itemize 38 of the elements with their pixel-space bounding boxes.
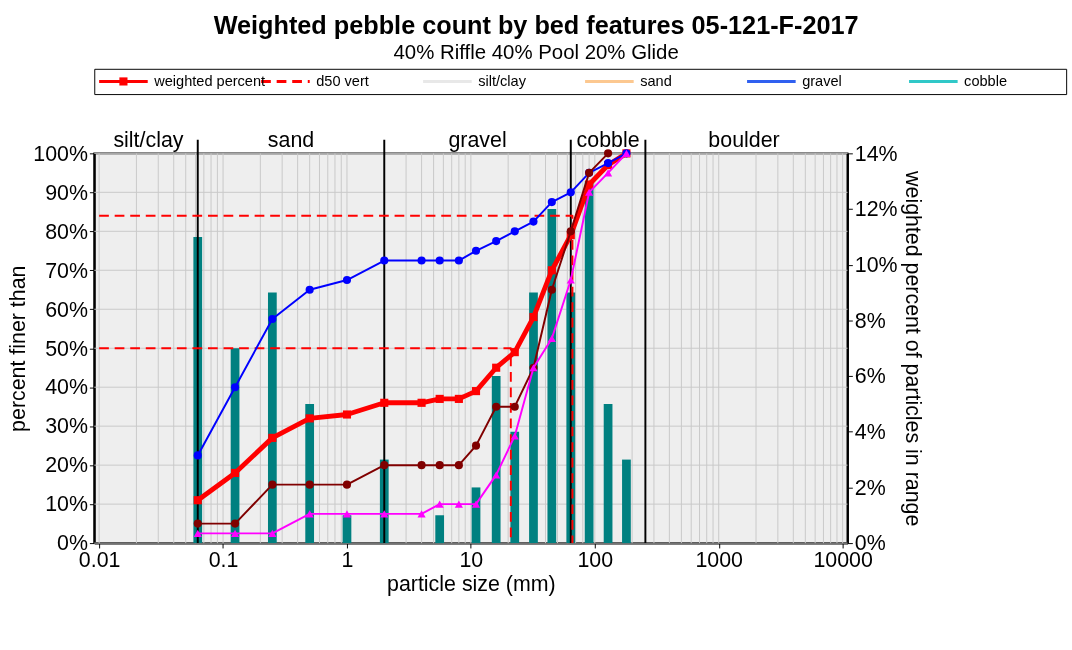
y-tick-label: 10% <box>45 492 88 517</box>
legend-label: d50 vert <box>316 73 369 90</box>
y2-tick-label: 14% <box>854 141 898 166</box>
y-tick-label: 100% <box>33 141 88 166</box>
legend-label: weighted percent <box>153 73 266 90</box>
text: cobble <box>576 127 640 152</box>
y-tick-label: 60% <box>45 297 88 322</box>
x-axis-title: particle size (mm) <box>387 572 556 597</box>
legend-label: silt/clay <box>478 73 527 90</box>
y2-tick-label: 2% <box>854 475 886 500</box>
y-axis-title: percent finer than <box>5 265 30 432</box>
y-tick-label: 40% <box>45 375 88 400</box>
legend-label: gravel <box>802 73 842 90</box>
y-tick-label: 80% <box>45 219 88 244</box>
chart-title: Weighted pebble count by bed features 05-121-F-2017 <box>213 11 859 40</box>
y-tick-label: 50% <box>45 336 88 361</box>
y-tick-label: 30% <box>45 414 88 439</box>
y2-tick-label: 8% <box>854 308 886 333</box>
y2-tick-label: 4% <box>854 420 886 445</box>
text: boulder <box>708 127 780 152</box>
x-tick-label: 1000 <box>695 547 744 572</box>
y-tick-label: 90% <box>45 180 88 205</box>
y-tick-label: 70% <box>45 258 88 283</box>
chart-subtitle: 40% Riffle 40% Pool 20% Glide <box>393 40 679 63</box>
text: gravel <box>448 127 507 152</box>
y2-tick-label: 10% <box>854 253 898 278</box>
y2-axis-title: weighted percent of particles in range <box>901 170 926 527</box>
x-tick-label: 0.1 <box>208 547 239 572</box>
x-tick-label: 100 <box>577 547 614 572</box>
legend-label: sand <box>640 73 672 90</box>
legend-label: cobble <box>964 73 1008 90</box>
text: sand <box>267 127 315 152</box>
text: silt/clay <box>113 127 184 152</box>
x-tick-label: 1 <box>341 547 354 572</box>
y2-tick-label: 12% <box>854 197 898 222</box>
y2-tick-label: 6% <box>854 364 886 389</box>
x-tick-label: 10 <box>459 547 484 572</box>
y-tick-label: 20% <box>45 453 88 478</box>
